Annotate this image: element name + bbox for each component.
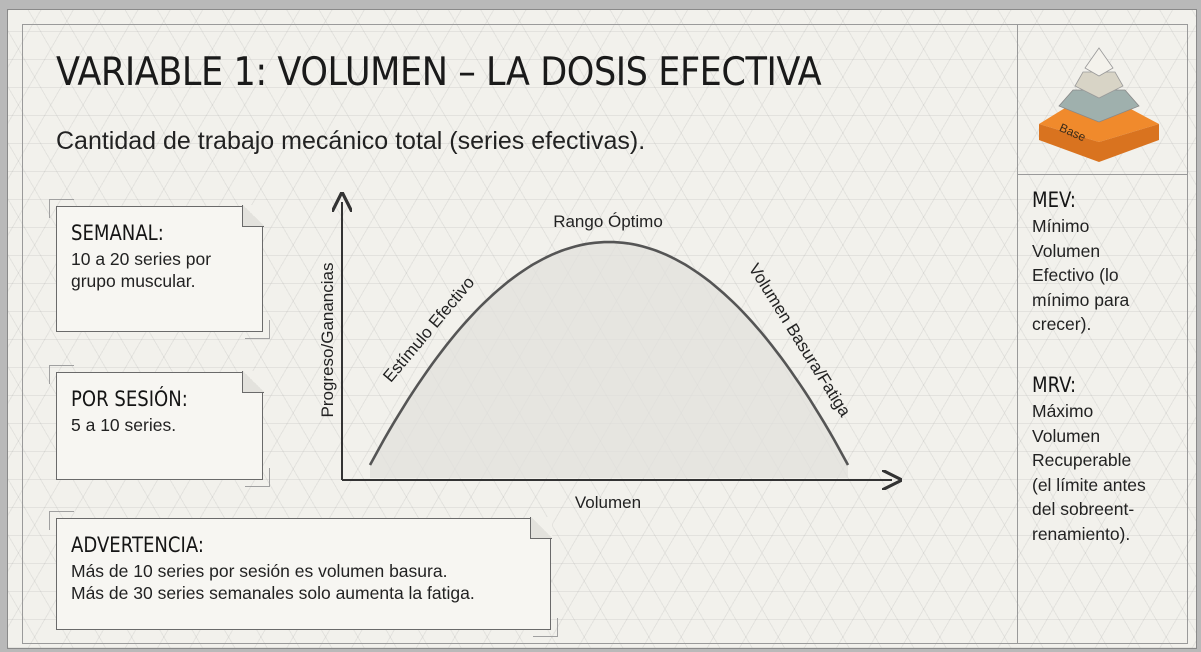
sidebar-line: Máximo <box>1032 401 1094 421</box>
sidebar-line: crecer). <box>1032 314 1092 334</box>
note-corner-mark <box>245 320 270 339</box>
sidebar-line: Volumen <box>1032 425 1101 446</box>
note-heading: SEMANAL: <box>71 221 164 245</box>
note-corner-mark <box>49 511 74 530</box>
sidebar-mev: MEV: Mínimo Volumen Efectivo (lo mínimo … <box>1032 188 1182 337</box>
sidebar-divider-horizontal <box>1017 174 1188 175</box>
x-axis-label: Volumen <box>575 493 641 512</box>
note-por-sesion: POR SESIÓN: 5 a 10 series. <box>49 365 270 487</box>
sidebar-line: renamiento). <box>1032 523 1131 544</box>
note-line: 5 a 10 series. <box>71 415 177 435</box>
sidebar-line: Recuperable <box>1032 450 1132 470</box>
sidebar-line: Efectivo (lo <box>1032 265 1119 285</box>
slide: VARIABLE 1: VOLUMEN – LA DOSIS EFECTIVA … <box>7 9 1197 649</box>
pyramid-base-top <box>1039 108 1159 142</box>
note-heading: POR SESIÓN: <box>71 387 188 411</box>
note-corner-mark <box>49 199 74 218</box>
sidebar-line: Mínimo <box>1032 216 1090 236</box>
note-line: Más de 10 series por sesión es volumen b… <box>71 561 448 581</box>
pyramid-base-front <box>1039 124 1159 162</box>
sidebar-line: (el límite antes <box>1032 474 1146 495</box>
note-advertencia: ADVERTENCIA: Más de 10 series por sesión… <box>49 511 558 637</box>
sidebar-heading: MRV: <box>1032 373 1077 397</box>
pyramid-layer-third <box>1074 71 1124 99</box>
page-fold-icon <box>242 205 264 227</box>
peak-label: Rango Óptimo <box>553 212 663 231</box>
note-line: Más de 30 series semanales solo aumenta … <box>71 583 475 603</box>
page-title: VARIABLE 1: VOLUMEN – LA DOSIS EFECTIVA <box>56 50 822 95</box>
sidebar-heading: MEV: <box>1032 188 1076 212</box>
note-corner-mark <box>533 618 558 637</box>
page-fold-icon <box>242 371 264 393</box>
sidebar-line: Volumen <box>1032 240 1101 261</box>
slide-border <box>22 24 1188 644</box>
note-line: 10 a 20 series por <box>71 249 212 269</box>
sidebar-mrv: MRV: Máximo Volumen Recuperable (el lími… <box>1032 373 1182 546</box>
note-semanal: SEMANAL: 10 a 20 series por grupo muscul… <box>49 199 270 339</box>
pyramid-layer-top <box>1084 47 1114 77</box>
pyramid-icon: Base <box>1039 47 1159 162</box>
note-heading: ADVERTENCIA: <box>71 533 204 557</box>
sidebar-divider <box>1017 24 1018 644</box>
page-fold-icon <box>530 517 552 539</box>
curve-fill-area <box>370 242 848 478</box>
sidebar-line: del sobreent- <box>1032 499 1135 519</box>
page-subtitle: Cantidad de trabajo mecánico total (seri… <box>56 127 646 155</box>
y-axis-label: Progreso/Ganancias <box>318 263 337 418</box>
note-line: grupo muscular. <box>71 271 196 291</box>
sidebar-line: mínimo para <box>1032 289 1130 310</box>
pyramid-layer-second <box>1058 89 1140 123</box>
note-corner-mark <box>245 468 270 487</box>
volume-curve-chart: Rango Óptimo Estímulo Efectivo Volumen B… <box>318 190 908 512</box>
curve-line <box>368 240 850 466</box>
note-corner-mark <box>49 365 74 384</box>
